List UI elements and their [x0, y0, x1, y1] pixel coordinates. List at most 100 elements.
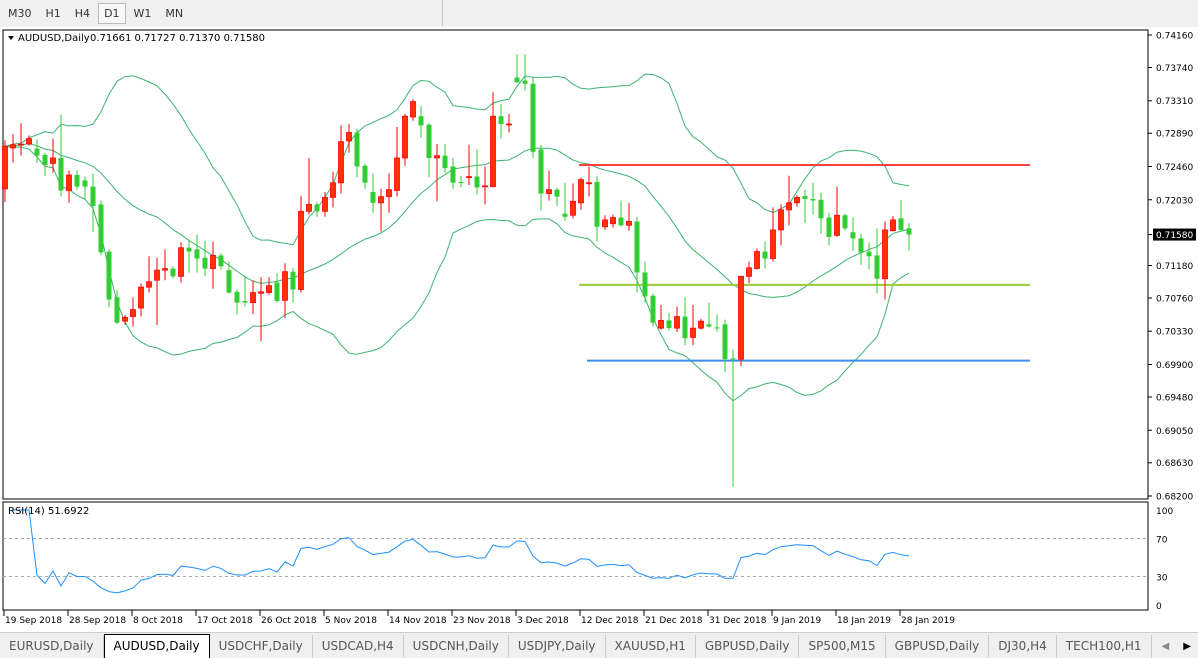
candle-body [147, 282, 152, 287]
candle-body [731, 358, 736, 359]
candle-body [283, 272, 288, 301]
bull-candle [403, 114, 408, 166]
candle-body [851, 232, 856, 238]
chart-tab[interactable]: DJ30,H4 [989, 635, 1057, 658]
bull-candle [739, 276, 744, 366]
price-chart[interactable]: 100 70 30 0 0.741600.737400.733100.728900.7… [0, 27, 1198, 632]
timeframe-d1[interactable]: D1 [98, 3, 125, 24]
candle-body [195, 249, 200, 258]
rsi-pane [3, 502, 1148, 610]
candle-body [531, 84, 536, 152]
candle-body [883, 230, 888, 279]
price-tick-label: 0.69480 [1156, 393, 1193, 403]
bear-candle [843, 214, 848, 231]
candle-body [747, 268, 752, 277]
bear-candle [531, 78, 536, 158]
candle-body [547, 190, 552, 194]
candle-body [275, 283, 280, 302]
timeframe-h1[interactable]: H1 [40, 3, 67, 24]
candle-body [859, 238, 864, 252]
candle-body [667, 320, 672, 328]
date-tick-label: 28 Jan 2019 [901, 616, 955, 626]
candle-body [59, 158, 64, 190]
candle-body [347, 132, 352, 141]
candle-body [443, 156, 448, 168]
candle-body [323, 197, 328, 211]
candle-body [835, 215, 840, 235]
candle-body [611, 218, 616, 224]
candle-body [123, 317, 128, 321]
chart-tab[interactable]: TECH100,H1 [1057, 635, 1152, 658]
chart-tab[interactable]: GBPUSD,Daily [886, 635, 990, 658]
chart-tab[interactable]: USDCHF,Daily [210, 635, 313, 658]
candle-body [3, 146, 8, 189]
rsi-tick-label: 100 [1156, 507, 1173, 517]
candle-body [75, 175, 80, 187]
price-tick-label: 0.69050 [1156, 427, 1193, 437]
candle-body [259, 292, 264, 294]
candle-body [707, 324, 712, 326]
candle-body [787, 203, 792, 210]
candle-body [475, 177, 480, 188]
candle-body [491, 116, 496, 186]
price-tick-label: 0.70760 [1156, 294, 1193, 304]
rsi-tick-label: 0 [1156, 602, 1162, 612]
chart-tab[interactable]: AUDUSD,Daily [104, 634, 210, 658]
scroll-left-icon[interactable]: ◀ [1162, 641, 1170, 652]
candle-body [187, 248, 192, 252]
timeframe-m30[interactable]: M30 [2, 3, 38, 24]
bull-candle [179, 242, 184, 282]
rsi-tick-label: 70 [1156, 536, 1168, 546]
date-tick-label: 14 Nov 2018 [389, 616, 447, 626]
price-tick-label: 0.73740 [1156, 64, 1193, 74]
timeframe-h4[interactable]: H4 [69, 3, 96, 24]
candle-body [795, 197, 800, 202]
candle-body [203, 258, 208, 269]
candle-body [91, 187, 96, 206]
timeframe-w1[interactable]: W1 [128, 3, 158, 24]
candle-body [635, 221, 640, 272]
candle-body [243, 301, 248, 303]
timeframe-mn[interactable]: MN [159, 3, 189, 24]
candle-body [723, 324, 728, 359]
candle-body [555, 190, 560, 197]
candle-body [539, 149, 544, 193]
candle-body [251, 293, 256, 303]
candle-body [739, 276, 744, 359]
price-tick-label: 0.71180 [1156, 262, 1193, 272]
chart-tab[interactable]: USDCAD,H4 [313, 635, 404, 658]
candle-body [771, 230, 776, 259]
candle-body [891, 220, 896, 231]
chart-tab[interactable]: XAUUSD,H1 [606, 635, 696, 658]
chart-tab[interactable]: SP500,M15 [799, 635, 885, 658]
chart-tab[interactable]: GBPUSD,Daily [696, 635, 800, 658]
candle-body [755, 252, 760, 269]
candle-body [523, 81, 528, 84]
price-tick-label: 0.68200 [1156, 493, 1193, 503]
date-tick-label: 23 Nov 2018 [453, 616, 511, 626]
candle-body [163, 269, 168, 271]
candle-body [67, 175, 72, 190]
candle-body [11, 145, 16, 148]
candle-body [515, 78, 520, 83]
price-tick-label: 0.72460 [1156, 163, 1193, 173]
chart-tab[interactable]: USDCNH,Daily [404, 635, 509, 658]
tab-scroll: ◀▶ [1152, 641, 1198, 658]
candle-body [99, 204, 104, 252]
candle-body [603, 220, 608, 227]
rsi-tick-label: 30 [1156, 574, 1168, 584]
chart-tab[interactable]: EURUSD,Daily [0, 635, 104, 658]
candle-body [411, 102, 416, 117]
price-tick-label: 0.68630 [1156, 459, 1193, 469]
date-tick-label: 12 Dec 2018 [581, 616, 639, 626]
candle-body [155, 270, 160, 280]
candle-body [699, 321, 704, 328]
candle-body [83, 180, 88, 186]
price-axis: 0.741600.737400.733100.728900.724600.720… [1148, 32, 1196, 503]
candle-body [307, 204, 312, 211]
chart-tab[interactable]: USDJPY,Daily [509, 635, 606, 658]
scroll-right-icon[interactable]: ▶ [1183, 641, 1191, 652]
